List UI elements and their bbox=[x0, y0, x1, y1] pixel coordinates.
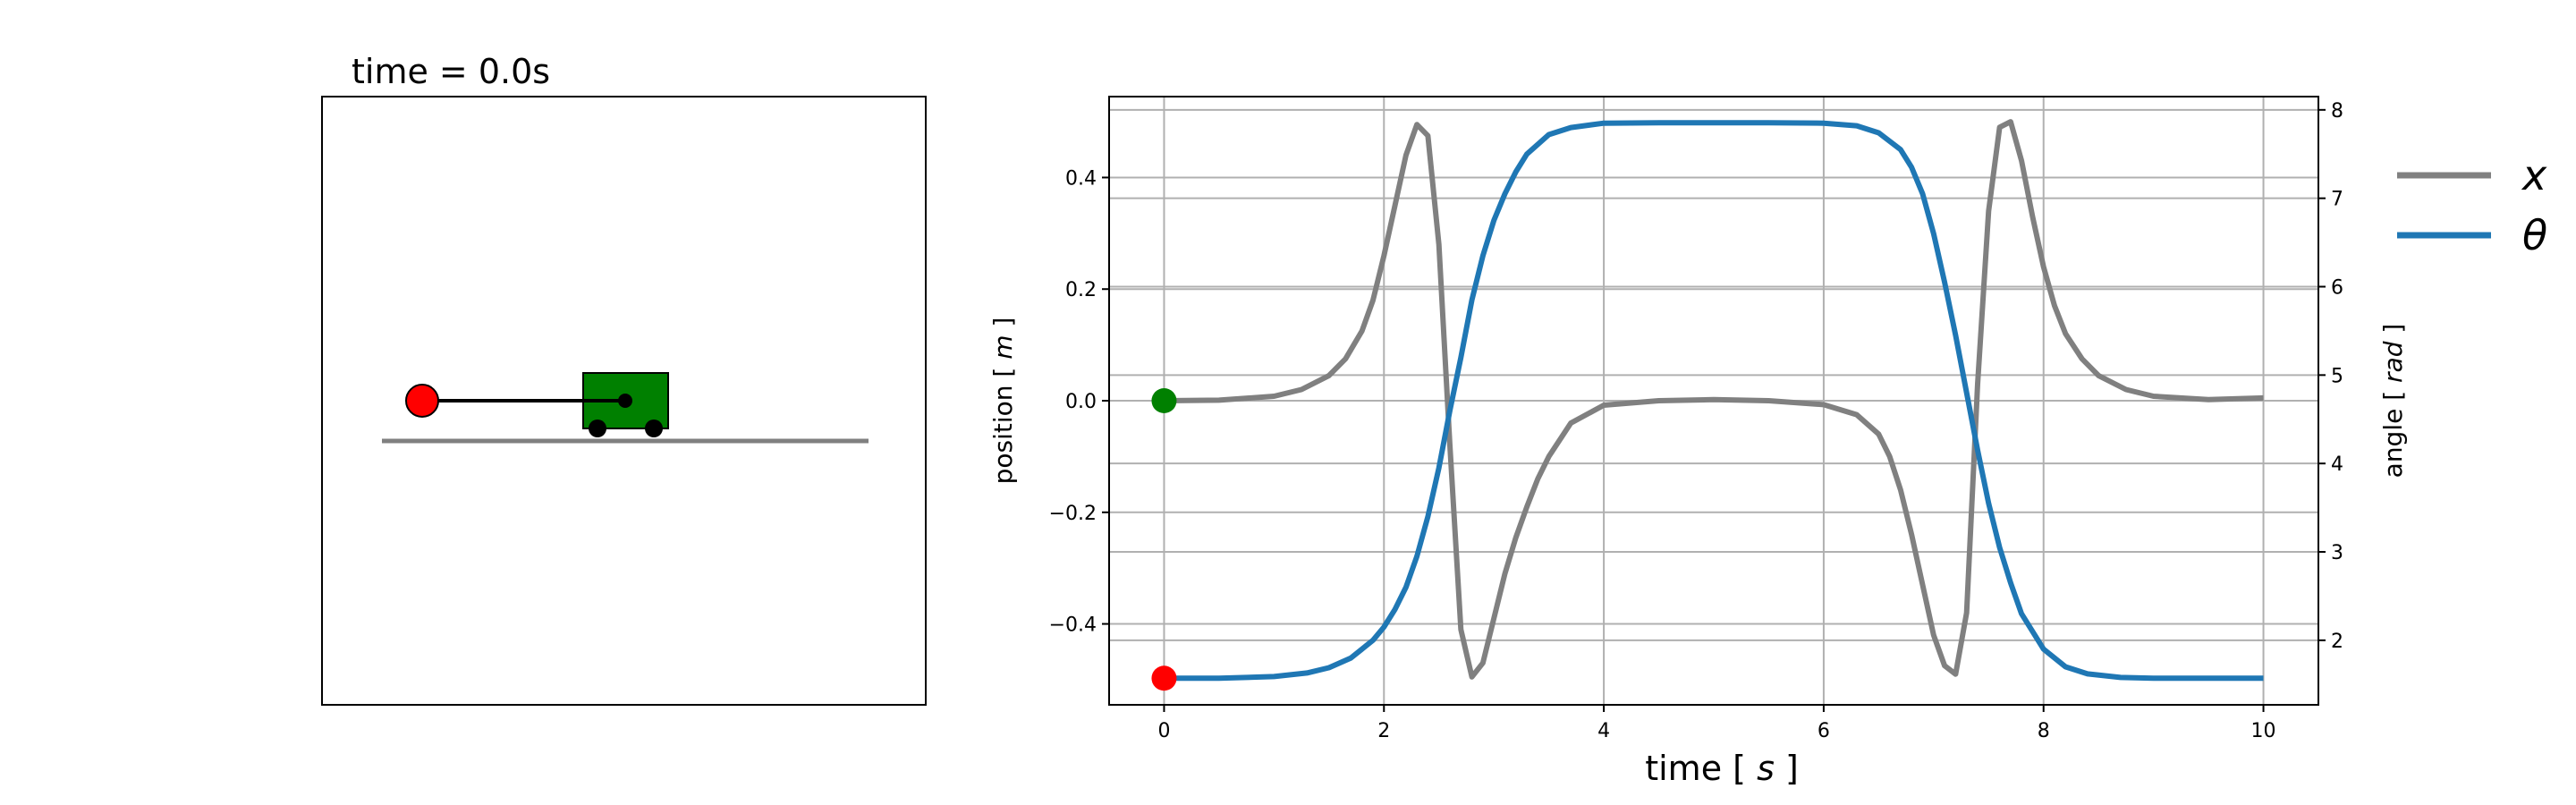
x-tick-label: 0 bbox=[1157, 720, 1170, 742]
x-tick-label: 2 bbox=[1377, 720, 1390, 742]
animation-title: time = 0.0s bbox=[352, 52, 550, 91]
y-tick-label-right: 2 bbox=[2331, 631, 2343, 653]
legend-label-x: x bbox=[2521, 151, 2547, 199]
y-tick-label-left: 0.4 bbox=[1065, 167, 1097, 190]
y-tick-label-left: −0.2 bbox=[1049, 503, 1097, 525]
time-series-chart: 0 2 4 6 8 10 −0.4 −0.2 0.0 0.2 0.4 2 3 4 5 6 7 8 time [… bbox=[988, 96, 2547, 788]
grid bbox=[1109, 97, 2318, 705]
series-layer bbox=[1164, 119, 2264, 682]
animation-panel: time = 0.0s bbox=[321, 52, 927, 706]
y-tick-label-right: 5 bbox=[2331, 365, 2343, 387]
x-tick-label: 4 bbox=[1597, 720, 1610, 742]
legend-label-theta: θ bbox=[2522, 211, 2547, 259]
y-ticks-left: −0.4 −0.2 0.0 0.2 0.4 bbox=[1049, 167, 1109, 637]
y-axis-label-left: position [ m ] bbox=[988, 318, 1018, 485]
y-axis-label-right: angle [ rad ] bbox=[2378, 324, 2408, 479]
legend: x θ bbox=[2397, 151, 2547, 259]
x-tick-label: 10 bbox=[2251, 720, 2276, 742]
cart-wheel-right bbox=[645, 419, 663, 437]
series-line-theta bbox=[1164, 120, 2264, 682]
x-axis-label: time [ s ] bbox=[1645, 749, 1799, 788]
y-ticks-right: 2 3 4 5 6 7 8 bbox=[2318, 100, 2343, 653]
y-tick-label-right: 8 bbox=[2331, 100, 2343, 123]
x-start-marker bbox=[1151, 388, 1177, 413]
theta-start-marker bbox=[1151, 665, 1177, 691]
y-tick-label-right: 6 bbox=[2331, 277, 2343, 300]
x-tick-label: 6 bbox=[1818, 720, 1830, 742]
y-tick-label-left: 0.2 bbox=[1065, 279, 1097, 301]
y-tick-label-right: 3 bbox=[2331, 542, 2343, 564]
cart-wheel-left bbox=[589, 419, 606, 437]
x-ticks: 0 2 4 6 8 10 bbox=[1157, 705, 2276, 742]
marker-layer bbox=[1151, 388, 1177, 691]
y-tick-label-left: 0.0 bbox=[1065, 391, 1097, 413]
y-tick-label-right: 7 bbox=[2331, 189, 2343, 211]
series-line-x bbox=[1164, 119, 2264, 680]
y-tick-label-right: 4 bbox=[2331, 453, 2343, 476]
pivot bbox=[618, 394, 632, 408]
x-tick-label: 8 bbox=[2038, 720, 2050, 742]
pendulum-bob bbox=[405, 384, 439, 418]
animation-frame bbox=[321, 96, 927, 706]
y-tick-label-left: −0.4 bbox=[1049, 614, 1097, 637]
